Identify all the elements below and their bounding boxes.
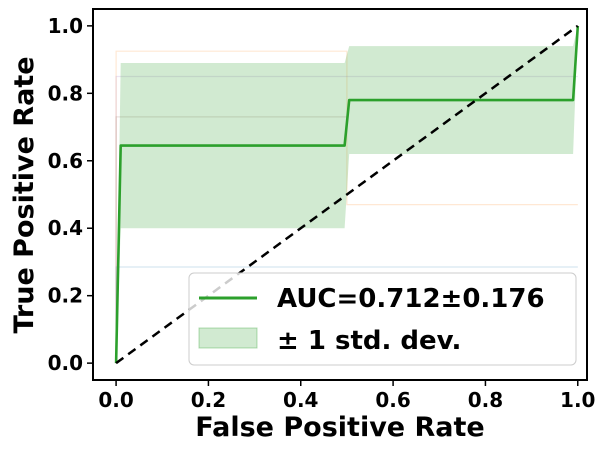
y-tick-label: 0.8 [48,81,83,105]
x-axis-label: False Positive Rate [195,412,485,443]
x-tick-label: 0.6 [375,388,410,412]
x-tick-label: 0.8 [468,388,503,412]
plot-frame [92,8,588,381]
mean-roc-line [114,25,580,364]
legend-label-auc: AUC=0.712±0.176 [277,284,545,314]
y-tick-label: 1.0 [48,14,83,38]
y-tick-label: 0.2 [48,284,83,308]
y-tick-label: 0.6 [48,149,83,173]
y-tick-label: 0.4 [48,216,83,240]
legend-box [188,272,577,366]
x-tick-label: 1.0 [560,388,595,412]
x-tick-label: 0.0 [98,388,133,412]
fold-curve-2 [115,75,578,364]
fold-curve-1 [115,50,578,364]
x-tick-label: 0.4 [283,388,318,412]
legend-band-swatch [198,327,258,349]
axis-ticks: 0.0 0.2 0.4 0.6 0.8 1.0 0.0 0.2 0.4 0.6 0.8 1.0 [48,14,596,412]
legend: AUC=0.712±0.176 ± 1 std. dev. [188,272,577,366]
y-tick-label: 0.0 [48,351,83,375]
legend-label-std: ± 1 std. dev. [277,326,461,356]
x-tick-label: 0.2 [191,388,226,412]
fold-curve-4 [115,116,347,364]
y-axis-label: True Positive Rate [9,56,40,333]
